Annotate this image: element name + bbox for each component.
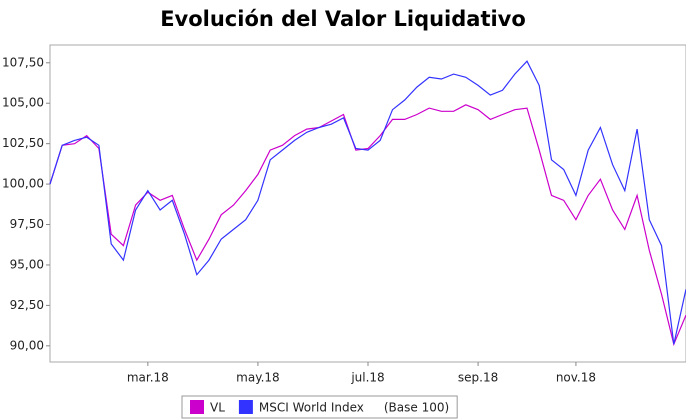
x-tick-label: jul.18 <box>350 371 384 385</box>
x-tick-label: may.18 <box>236 371 280 385</box>
series-line <box>49 60 686 345</box>
chart-title: Evolución del Valor Liquidativo <box>160 7 526 31</box>
y-tick-label: 90,00 <box>10 338 44 352</box>
y-tick-label: 97,50 <box>10 217 44 231</box>
x-tick-label: mar.18 <box>127 371 169 385</box>
legend-swatch <box>238 400 253 414</box>
y-tick-label: 107,50 <box>2 55 44 69</box>
y-tick-label: 92,50 <box>10 298 44 312</box>
y-tick-label: 95,00 <box>10 257 44 271</box>
legend-swatch <box>190 400 204 414</box>
legend-label: MSCI World Index <box>259 401 364 415</box>
legend-label: VL <box>210 401 225 415</box>
y-tick-label: 100,00 <box>2 177 44 191</box>
x-tick-label: nov.18 <box>556 371 596 385</box>
legend-note: (Base 100) <box>384 401 449 415</box>
plot-frame <box>49 44 686 363</box>
x-tick-label: sep.18 <box>458 371 498 385</box>
y-tick-label: 105,00 <box>2 96 44 110</box>
series-line <box>49 104 686 347</box>
y-tick-label: 102,50 <box>2 136 44 150</box>
